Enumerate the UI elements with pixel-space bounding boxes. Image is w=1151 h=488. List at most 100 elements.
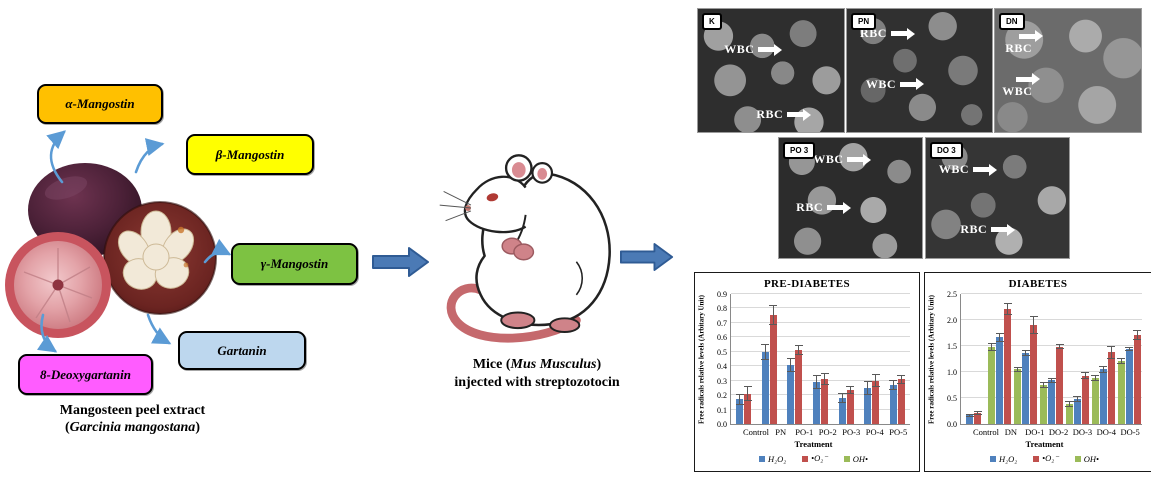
mouse-caption-line1: Mice (Mus Musculus) xyxy=(472,357,602,372)
compound-label: 8-Deoxygartanin xyxy=(40,366,131,382)
y-tick-label: 1.0 xyxy=(947,368,957,377)
bar xyxy=(1047,377,1056,424)
bar xyxy=(743,386,752,424)
mouse-foot xyxy=(500,311,536,330)
error-bar xyxy=(769,304,778,326)
x-tick-label: DN xyxy=(1004,427,1018,437)
gridline xyxy=(731,321,910,323)
compound-box-gamma-mangostin: γ-Mangostin xyxy=(231,243,358,285)
y-tick-label: 1.5 xyxy=(947,342,957,351)
error-bar xyxy=(1013,366,1022,372)
annotation-wbc: WBC xyxy=(1002,76,1033,99)
bar-group xyxy=(731,294,757,424)
y-tick-label: 0.1 xyxy=(717,405,727,415)
legend-swatch xyxy=(1074,455,1081,462)
right-arrow-icon xyxy=(890,31,907,37)
sem-panel-chip: DO 3 xyxy=(930,142,963,159)
legend-item: OH• xyxy=(843,453,868,464)
gridline xyxy=(731,336,910,338)
error-bar xyxy=(1021,349,1030,356)
y-axis-label: Free radicals relative levels (Arbitary … xyxy=(697,294,706,424)
legend-item: •O₂⁻ xyxy=(1033,453,1059,464)
bar-group xyxy=(1064,294,1090,424)
legend-label: •O₂⁻ xyxy=(1042,453,1059,463)
error-bar xyxy=(1107,345,1116,360)
bar xyxy=(1039,382,1048,424)
bar xyxy=(1099,366,1108,424)
error-bar xyxy=(1125,346,1134,351)
sem-panel-K: K WBC RBC xyxy=(697,8,845,133)
mangosteen-fruit-illustration xyxy=(5,130,232,353)
y-tick-label: 0.6 xyxy=(717,333,727,343)
compound-box-8-deoxygartanin: 8-Deoxygartanin xyxy=(18,354,153,395)
bar-group xyxy=(757,294,783,424)
x-tick-label: PO-4 xyxy=(865,427,884,437)
bar xyxy=(761,343,770,424)
x-tick-label: Control xyxy=(743,427,769,437)
legend-swatch xyxy=(989,455,996,462)
legend-label: OH• xyxy=(852,453,868,464)
x-tick-label: PN xyxy=(775,427,787,437)
bar xyxy=(995,332,1004,424)
error-bar xyxy=(1029,316,1038,335)
legend-swatch xyxy=(802,455,809,462)
legend-item: H₂O₂ xyxy=(758,453,786,464)
gridline xyxy=(731,350,910,352)
mouse-eye xyxy=(486,193,499,202)
error-bar xyxy=(743,386,752,401)
gridline xyxy=(731,394,910,396)
error-bar xyxy=(1047,377,1056,383)
legend-swatch xyxy=(843,455,850,462)
x-axis-title: Treatment xyxy=(1025,439,1064,449)
bar-group xyxy=(1039,294,1065,424)
bar-group xyxy=(884,294,910,424)
plot-area xyxy=(960,293,1142,425)
diabetes-chart: DIABETES Free radicals relative levels (A… xyxy=(924,272,1151,472)
bar xyxy=(794,344,803,424)
error-bar xyxy=(1055,343,1064,350)
right-arrow-icon xyxy=(827,205,843,211)
mouse-haunch-line xyxy=(575,261,584,296)
compound-label: γ-Mangostin xyxy=(260,256,329,271)
error-bar xyxy=(794,344,803,355)
flow-arrow-1 xyxy=(372,247,429,277)
mouse-foot-2 xyxy=(549,317,581,333)
error-bar xyxy=(863,380,872,396)
y-tick-label: 0.5 xyxy=(947,394,957,403)
mouse-caption: Mice (Mus Musculus) injected with strept… xyxy=(412,356,662,391)
bar xyxy=(735,393,744,424)
pre-diabetes-chart: PRE-DIABETES Free radicals relative level… xyxy=(694,272,920,472)
x-axis-title: Treatment xyxy=(794,439,833,449)
compound-label: β-Mangostin xyxy=(215,146,285,162)
gridline xyxy=(961,293,1142,294)
bar xyxy=(769,304,778,424)
y-tick-label: 0.9 xyxy=(717,290,727,299)
legend-label: •O₂⁻ xyxy=(811,453,828,463)
gridline xyxy=(731,293,910,294)
y-tick-label: 0.8 xyxy=(717,304,727,314)
bar-group xyxy=(808,294,834,424)
error-bar xyxy=(838,392,847,404)
bar xyxy=(897,374,906,424)
x-tick-label: DO-4 xyxy=(1096,427,1116,437)
x-tick-label: DO-3 xyxy=(1072,427,1093,437)
annotation-rbc: RBC xyxy=(796,200,843,215)
legend-item: •O₂⁻ xyxy=(802,453,828,464)
error-bar xyxy=(897,374,906,384)
gridline xyxy=(731,379,910,381)
error-bar xyxy=(820,373,829,386)
bar xyxy=(889,379,898,424)
y-axis-ticks: 0.0 0.1 0.2 0.3 0.4 0.5 0.6 0.7 0.8 0.9 xyxy=(708,290,730,429)
sem-panel-PN: PN RBC WBC xyxy=(846,8,993,133)
bar-group xyxy=(1090,294,1116,424)
error-bar xyxy=(965,413,974,417)
chart-title: PRE-DIABETES xyxy=(763,278,851,290)
x-tick-label: DO-5 xyxy=(1120,427,1140,437)
bar xyxy=(812,374,821,424)
error-bar xyxy=(1039,382,1048,388)
mouse-caption-line2: injected with streptozotocin xyxy=(454,374,620,390)
compound-box-alpha-mangostin: α-Mangostin xyxy=(37,84,163,124)
error-bar xyxy=(889,379,898,391)
legend-label: H₂O₂ xyxy=(998,453,1018,464)
bar xyxy=(987,342,996,424)
